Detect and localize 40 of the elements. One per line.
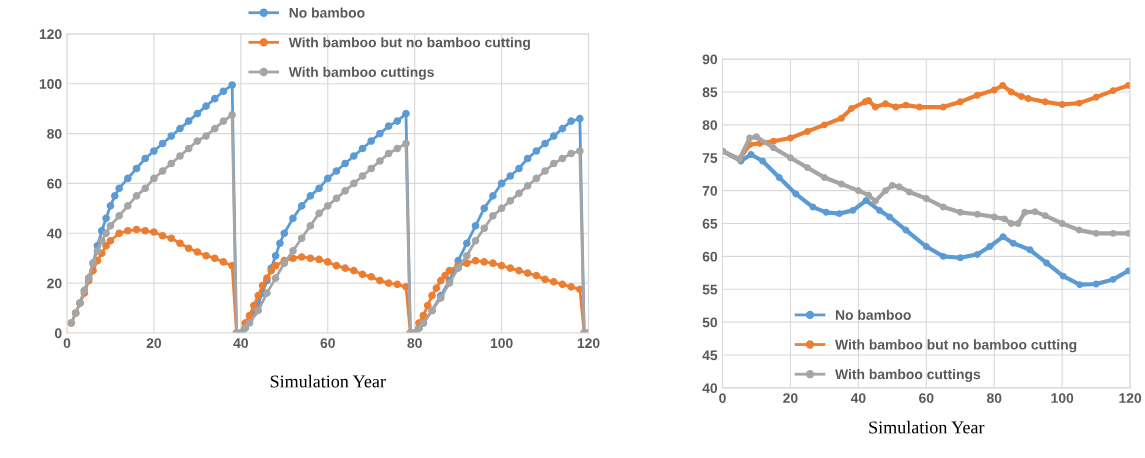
y-tick-label: 90 — [702, 54, 718, 65]
x-tick-label: 40 — [233, 338, 248, 349]
legend-label: With bamboo cuttings — [835, 369, 981, 382]
y-tick-label: 85 — [702, 87, 718, 98]
y-tick-label: 100 — [39, 79, 62, 89]
y-tick-label: 0 — [54, 328, 62, 339]
x-axis-title: Simulation Year — [869, 420, 985, 434]
legend-label: With bamboo cuttings — [288, 66, 434, 80]
y-tick-label: 40 — [702, 383, 718, 394]
x-tick-label: 80 — [407, 338, 422, 349]
legend-label: No bamboo — [835, 309, 911, 320]
x-tick-label: 60 — [919, 393, 934, 403]
x-tick-label: 20 — [783, 393, 798, 403]
y-tick-label: 75 — [702, 153, 718, 163]
y-tick-label: 45 — [702, 350, 718, 361]
legend-label: With bamboo but no bamboo cutting — [835, 339, 1077, 353]
y-tick-label: 80 — [702, 120, 718, 131]
y-tick-label: 65 — [702, 218, 718, 229]
x-tick-label: 40 — [850, 393, 866, 403]
x-tick-label: 20 — [146, 338, 162, 349]
y-tick-label: 55 — [702, 284, 718, 295]
x-axis-title: Simulation Year — [270, 374, 386, 388]
y-tick-label: 50 — [702, 317, 718, 328]
x-tick-label: 60 — [320, 338, 335, 349]
legend-label: With bamboo but no bamboo cutting — [288, 37, 530, 51]
y-tick-label: 70 — [702, 185, 718, 196]
x-tick-label: 0 — [63, 338, 71, 349]
y-tick-label: 60 — [702, 251, 718, 262]
y-tick-label: 20 — [47, 278, 62, 289]
x-tick-label: 120 — [1119, 393, 1142, 403]
y-tick-label: 120 — [39, 29, 62, 40]
y-tick-label: 80 — [47, 128, 62, 139]
x-tick-label: 100 — [490, 338, 513, 349]
y-tick-label: 40 — [46, 228, 62, 239]
y-tick-label: 60 — [47, 178, 62, 189]
x-tick-label: 100 — [1051, 393, 1074, 403]
x-tick-label: 0 — [719, 393, 726, 403]
legend-label: No bamboo — [289, 7, 365, 18]
x-tick-label: 80 — [986, 393, 1002, 403]
x-tick-label: 120 — [577, 338, 600, 349]
